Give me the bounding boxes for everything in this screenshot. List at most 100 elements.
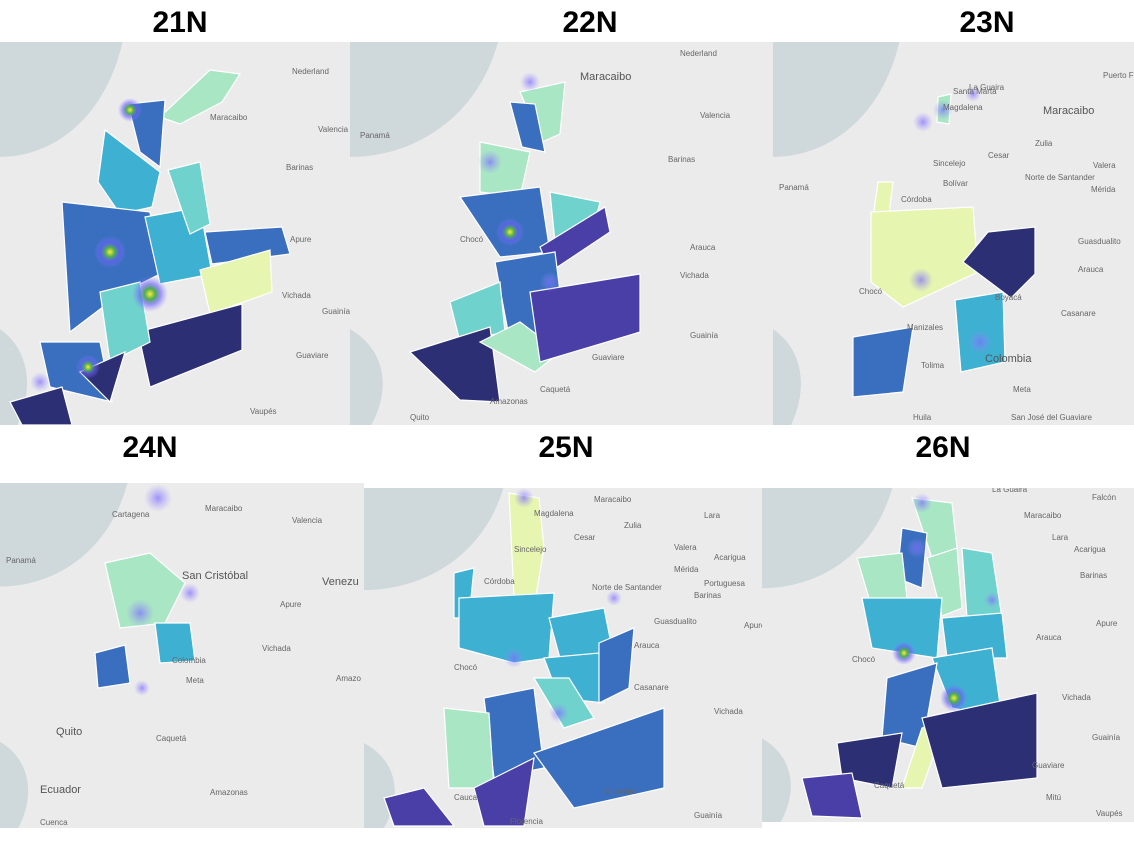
map-panel: Nederland Maracaibo Valencia Barinas Panamá C…	[350, 42, 773, 425]
place-label: Barinas	[286, 163, 313, 172]
region	[836, 732, 903, 789]
place-label: Nederland	[680, 49, 717, 58]
place-label: Panamá	[6, 556, 36, 565]
place-label: Lara	[1052, 533, 1069, 542]
place-label: Chocó	[859, 287, 883, 296]
sea	[364, 488, 504, 590]
heat-spot	[912, 493, 932, 513]
map-content: La Guaira Falcón Maracaibo Lara Acarigua Bari…	[762, 488, 1134, 822]
place-label: Florencia	[510, 817, 543, 826]
heat-spot	[76, 355, 100, 379]
place-label: Maracaibo	[580, 71, 631, 83]
heat-spot	[909, 268, 933, 292]
heat-spot	[134, 680, 150, 696]
sea	[773, 329, 801, 425]
panel-title: 25N	[538, 431, 593, 464]
panel-title: 24N	[122, 431, 177, 464]
place-label: Sincelejo	[514, 545, 547, 554]
heat-spot	[126, 599, 154, 627]
place-label: Tolima	[921, 361, 945, 370]
place-label: Valera	[1093, 161, 1116, 170]
place-label: Cuenca	[40, 818, 68, 827]
place-label: Cesar	[988, 151, 1010, 160]
region	[941, 612, 1008, 659]
place-label: Cesar	[574, 533, 596, 542]
sea	[0, 741, 29, 828]
place-label: Cauca	[454, 793, 478, 802]
place-label: Maracaibo	[1043, 105, 1094, 117]
heat-spot	[30, 372, 50, 392]
place-label: Magdalena	[534, 509, 574, 518]
place-label: Valencia	[700, 111, 731, 120]
map-panel: Nederland Maracaibo Valencia Barinas Apure Vi…	[0, 42, 351, 425]
heat-spot	[933, 100, 953, 120]
place-label: Vaupés	[250, 407, 277, 416]
place-label: Santa Marta	[953, 87, 997, 96]
map-panel: Maracaibo Magdalena Cesar Zulia Lara Sincelej…	[364, 488, 762, 828]
place-label: La Guaira	[969, 83, 1005, 92]
heat-spot	[907, 538, 927, 558]
place-label: Arauca	[1036, 633, 1062, 642]
place-label: Norte de Santander	[592, 583, 662, 592]
sea	[762, 738, 791, 822]
place-label: Colombia	[172, 656, 206, 665]
heat-spot	[606, 590, 622, 606]
place-label: Huila	[913, 413, 932, 422]
region	[870, 206, 979, 308]
region	[443, 707, 495, 789]
place-label: San Cristóbal	[182, 570, 248, 582]
heat-spot	[504, 648, 524, 668]
place-label: Amazonas	[490, 397, 528, 406]
place-label: Chocó	[852, 655, 876, 664]
region	[137, 303, 243, 388]
place-label: Apure	[1096, 619, 1118, 628]
place-label: San José del Guaviare	[1011, 413, 1092, 422]
place-label: Valencia	[318, 125, 349, 134]
panel-title: 22N	[562, 6, 617, 39]
place-label: Vichada	[714, 707, 743, 716]
place-label: Apure	[280, 600, 302, 609]
region	[94, 644, 131, 689]
place-label: Caquetá	[156, 734, 187, 743]
map-panel: La Guaira Falcón Maracaibo Lara Acarigua Bari…	[762, 488, 1134, 822]
place-label: Guainía	[322, 307, 351, 316]
place-label: Ecuador	[40, 784, 81, 796]
place-label: Arauca	[634, 641, 660, 650]
place-label: Magdalena	[943, 103, 983, 112]
heat-spot	[549, 703, 569, 723]
map-content: La Guaira Puerto Fijo Santa Marta Maracaibo…	[773, 42, 1134, 425]
sea	[350, 329, 383, 425]
region	[533, 707, 665, 809]
heat-spot	[180, 583, 200, 603]
place-label: Maracaibo	[205, 504, 243, 513]
place-label: Acarigua	[714, 553, 746, 562]
heat-spot	[984, 592, 1000, 608]
heat-spot	[496, 218, 524, 246]
place-label: Casanare	[1061, 309, 1096, 318]
sea	[773, 42, 900, 157]
heat-spot	[965, 86, 981, 102]
place-label: Barinas	[668, 155, 695, 164]
heat-spot	[540, 272, 560, 292]
place-label: Apure	[290, 235, 312, 244]
region	[801, 772, 863, 819]
region	[458, 592, 555, 664]
region	[158, 69, 242, 125]
place-label: Panamá	[360, 131, 390, 140]
place-label: Zulia	[624, 521, 642, 530]
place-label: Vichada	[262, 644, 291, 653]
region	[926, 547, 963, 617]
place-label: Guaviare	[604, 787, 637, 796]
heat-spot	[892, 641, 916, 665]
place-label: Mérida	[1091, 185, 1116, 194]
place-label: Casanare	[634, 683, 669, 692]
place-label: Sincelejo	[933, 159, 966, 168]
place-label: Caquetá	[874, 781, 905, 790]
map-panel: Cartagena Maracaibo Valencia Panamá San Cris…	[0, 483, 364, 828]
panel-title: 21N	[152, 6, 207, 39]
map-content: Maracaibo Magdalena Cesar Zulia Lara Sincelej…	[364, 488, 762, 828]
region	[529, 273, 641, 363]
place-label: Arauca	[1078, 265, 1104, 274]
place-label: Chocó	[454, 663, 478, 672]
sea	[0, 42, 123, 157]
